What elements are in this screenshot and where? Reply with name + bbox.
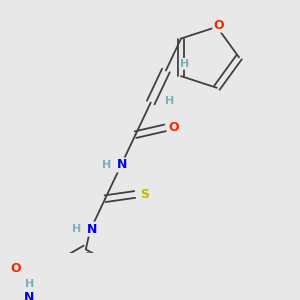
Text: O: O — [11, 262, 21, 275]
Text: H: H — [25, 279, 34, 289]
Text: N: N — [86, 223, 97, 236]
Text: N: N — [24, 291, 34, 300]
Text: H: H — [72, 224, 81, 234]
Text: H: H — [102, 160, 112, 170]
Text: N: N — [117, 158, 127, 172]
Text: O: O — [213, 19, 224, 32]
Text: O: O — [168, 122, 179, 134]
Text: H: H — [180, 59, 189, 69]
Text: H: H — [165, 96, 174, 106]
Text: S: S — [140, 188, 149, 201]
